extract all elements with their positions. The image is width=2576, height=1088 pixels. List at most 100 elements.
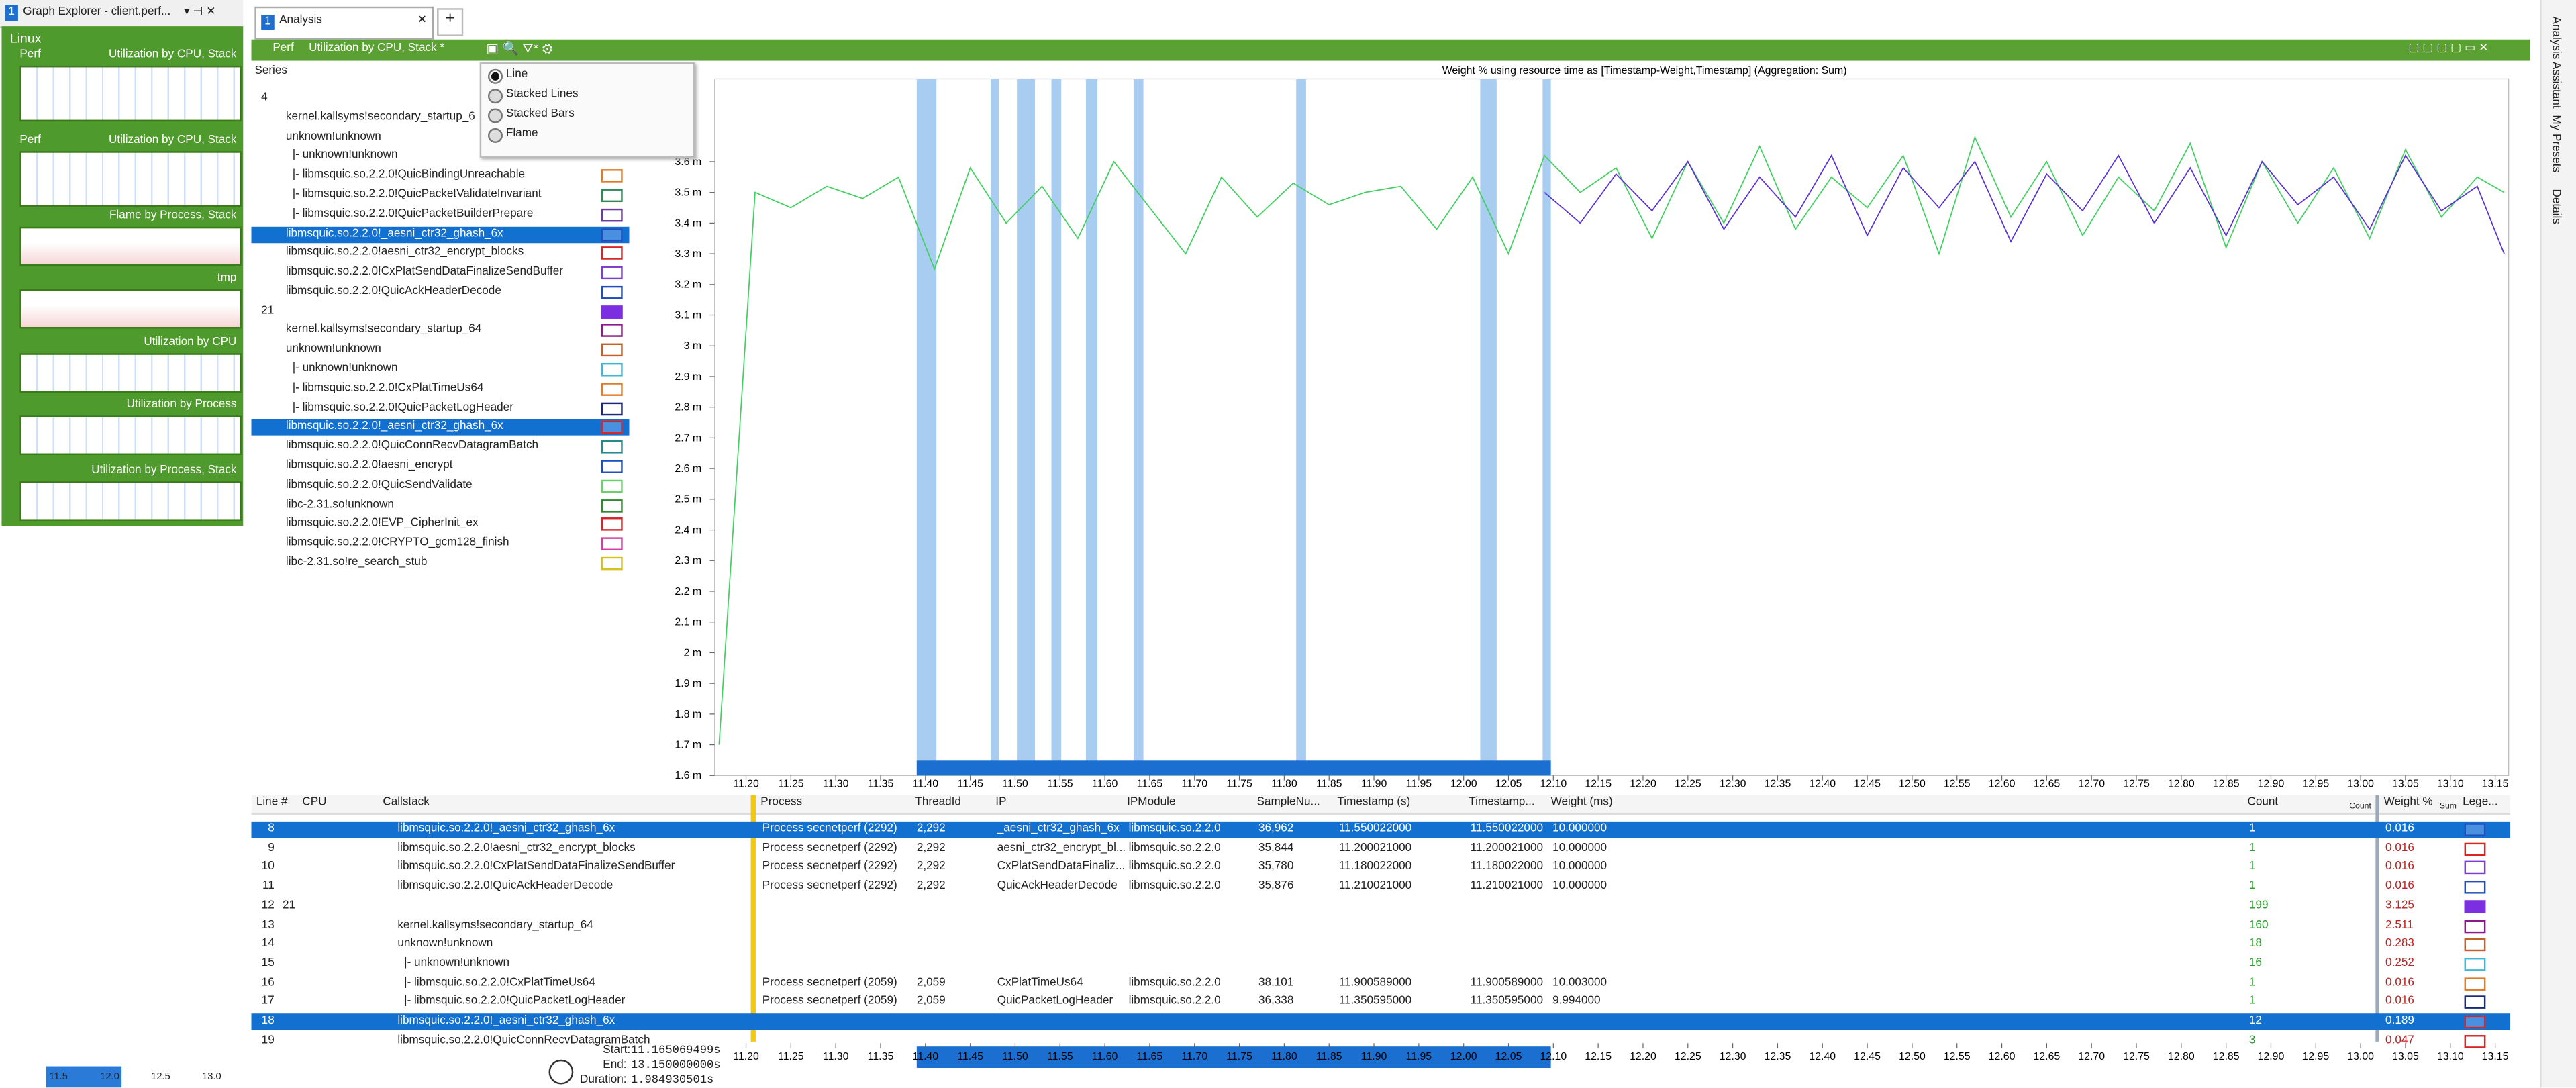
series-item[interactable]: |- libmsquic.so.2.2.0!QuicPacketValidate… <box>292 189 542 201</box>
series-item[interactable]: libmsquic.so.2.2.0!CRYPTO_gcm128_finish <box>285 537 509 549</box>
mini-selection <box>46 1066 122 1088</box>
series-item[interactable]: 21 <box>261 305 275 317</box>
explorer-controls[interactable]: ▾ ⊣ ✕ <box>184 6 216 18</box>
y-tick-label: 3.1 m <box>675 309 701 321</box>
table-cell: libmsquic.so.2.2.0 <box>1128 823 1221 835</box>
series-item[interactable]: |- libmsquic.so.2.2.0!QuicPacketBuilderP… <box>292 208 534 220</box>
series-item[interactable]: kernel.kallsyms!secondary_startup_6 <box>285 111 475 123</box>
table-cell: 18 <box>261 1015 275 1027</box>
mini-tick-label: 13.0 <box>202 1073 221 1083</box>
menu-item[interactable]: Flame <box>505 128 538 140</box>
x-tick-label: 11.65 <box>1137 778 1163 789</box>
tab-close[interactable]: ✕ <box>417 15 428 27</box>
series-item[interactable]: libmsquic.so.2.2.0!_aesni_ctr32_ghash_6x <box>285 228 503 240</box>
series-item[interactable]: libmsquic.so.2.2.0!aesni_ctr32_encrypt_b… <box>285 246 524 259</box>
toolbar-icons[interactable]: ▣ 🔍 ⛛* ⚙ <box>486 41 553 56</box>
table-cell: 2,059 <box>916 977 946 989</box>
thumb-label: Flame by Process, Stack <box>109 210 237 222</box>
series-item[interactable]: |- unknown!unknown <box>292 363 398 375</box>
table-cell: 10.003000 <box>1552 977 1607 989</box>
table-cell: unknown!unknown <box>397 938 493 950</box>
x-tick-label: 12.35 <box>1765 778 1791 789</box>
series-swatch <box>601 440 623 454</box>
series-item[interactable]: unknown!unknown <box>285 344 381 356</box>
series-item[interactable]: libc-2.31.so!re_search_stub <box>285 556 428 568</box>
series-item[interactable]: libmsquic.so.2.2.0!QuicConnRecvDatagramB… <box>285 440 539 452</box>
table-cell: 0.016 <box>2385 842 2414 854</box>
table-cell: 13 <box>261 919 275 931</box>
table-cell: 36,338 <box>1258 996 1294 1008</box>
column-header: Line # <box>256 797 288 809</box>
y-tick-label: 2.1 m <box>675 617 701 628</box>
timeline-tick-label: 11.80 <box>1271 1051 1297 1062</box>
series-item[interactable]: 4 <box>261 92 268 104</box>
timeline-tick-label: 12.35 <box>1765 1051 1791 1062</box>
tab-label: Analysis <box>279 15 322 27</box>
y-tick-label: 2.6 m <box>675 463 701 475</box>
view-menu <box>479 62 695 158</box>
series-item[interactable]: |- libmsquic.so.2.2.0!QuicPacketLogHeade… <box>292 401 513 413</box>
timeline-tick-label: 11.40 <box>913 1051 939 1062</box>
series-item[interactable]: libmsquic.so.2.2.0!CxPlatSendDataFinaliz… <box>285 266 563 278</box>
series-item[interactable]: libc-2.31.so!unknown <box>285 499 394 511</box>
x-tick-label: 11.50 <box>1002 778 1028 789</box>
add-tab[interactable]: + <box>437 8 464 36</box>
legend-swatch <box>2464 1015 2486 1029</box>
y-tick-label: 1.6 m <box>675 770 701 781</box>
x-tick-label: 13.15 <box>2482 778 2509 789</box>
table-cell: 10.000000 <box>1552 842 1607 854</box>
series-item[interactable]: kernel.kallsyms!secondary_startup_64 <box>285 324 482 336</box>
table-cell: 0.283 <box>2385 938 2414 950</box>
series-item[interactable]: libmsquic.so.2.2.0!aesni_encrypt <box>285 460 453 472</box>
series-item[interactable]: libmsquic.so.2.2.0!QuicAckHeaderDecode <box>285 285 501 297</box>
x-tick-label: 12.45 <box>1854 778 1881 789</box>
chart-title: Weight % using resource time as [Timesta… <box>1442 65 1847 77</box>
menu-item[interactable]: Stacked Bars <box>505 108 575 120</box>
series-swatch <box>601 537 623 551</box>
table-cell: 1 <box>2248 861 2256 873</box>
timeline-tick-label: 12.60 <box>1989 1051 2016 1062</box>
timeline-tick-label: 12.00 <box>1450 1051 1477 1062</box>
x-tick-label: 12.30 <box>1720 778 1746 789</box>
series-swatch <box>601 479 623 493</box>
table-cell: 35,844 <box>1258 842 1294 854</box>
table-cell: 1 <box>2248 996 2256 1008</box>
x-tick-label: 12.15 <box>1585 778 1612 789</box>
series-item[interactable]: |- libmsquic.so.2.2.0!QuicBindingUnreach… <box>292 169 526 181</box>
x-tick-label: 12.60 <box>1989 778 2016 789</box>
table-cell: 17 <box>261 996 275 1008</box>
sidebar-item[interactable]: My Presets <box>2549 115 2561 173</box>
series-item[interactable]: |- libmsquic.so.2.2.0!CxPlatTimeUs64 <box>292 382 484 395</box>
menu-item[interactable]: Stacked Lines <box>505 89 579 101</box>
table-cell: Process secnetperf (2059) <box>762 996 897 1008</box>
table-cell: 10.000000 <box>1552 861 1607 873</box>
provider[interactable]: Perf <box>273 42 294 54</box>
x-tick-label: 12.10 <box>1540 778 1567 789</box>
document-tab[interactable] <box>254 6 434 40</box>
timeline-tick-label: 13.10 <box>2437 1051 2464 1062</box>
x-tick-label: 11.90 <box>1361 778 1387 789</box>
table-cell: 35,876 <box>1258 881 1294 893</box>
sidebar-item[interactable]: Analysis Assistant <box>2549 16 2561 109</box>
window-controls[interactable]: ▢ ▢ ▢ ▢ ▭ ✕ <box>2408 42 2489 54</box>
series-item[interactable]: libmsquic.so.2.2.0!EVP_CipherInit_ex <box>285 517 479 530</box>
y-tick-label: 2.9 m <box>675 371 701 383</box>
timeline-tick-label: 12.40 <box>1809 1051 1836 1062</box>
menu-item[interactable]: Line <box>505 68 528 81</box>
series-swatch <box>601 363 623 377</box>
x-tick-label: 11.80 <box>1271 778 1297 789</box>
series-header: Series <box>254 65 287 78</box>
timeline-tick-label: 12.90 <box>2258 1051 2285 1062</box>
table-cell: libmsquic.so.2.2.0!CxPlatSendDataFinaliz… <box>397 861 675 873</box>
series-item[interactable]: unknown!unknown <box>285 130 381 142</box>
preset[interactable]: Utilization by CPU, Stack * <box>309 42 445 54</box>
table-cell: 8 <box>268 823 275 835</box>
y-tick-label: 3.2 m <box>675 279 701 291</box>
series-swatch <box>601 208 623 221</box>
series-item[interactable]: |- unknown!unknown <box>292 150 398 162</box>
series-item[interactable]: libmsquic.so.2.2.0!_aesni_ctr32_ghash_6x <box>285 421 503 433</box>
series-item[interactable]: libmsquic.so.2.2.0!QuicSendValidate <box>285 479 473 491</box>
timeline-selection <box>916 1046 1551 1069</box>
table-cell: Process secnetperf (2292) <box>762 861 897 873</box>
sidebar-item[interactable]: Details <box>2549 189 2561 224</box>
